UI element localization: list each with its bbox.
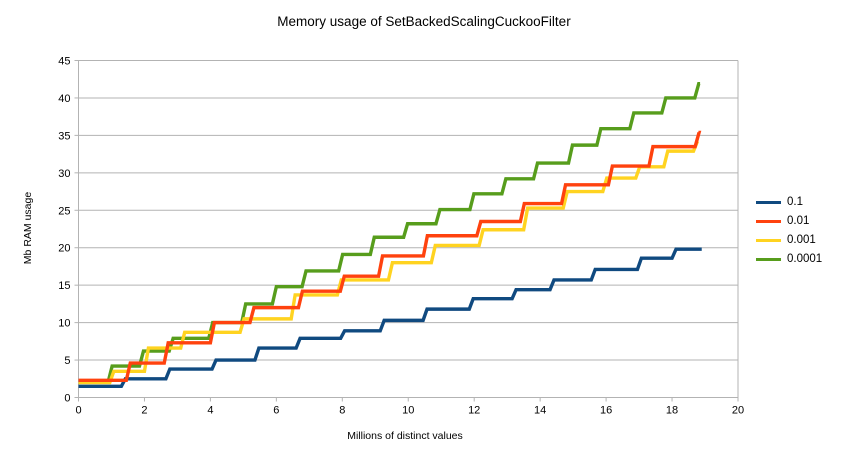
legend-item: 0.001 (756, 234, 822, 246)
series-line-0.001 (78, 139, 700, 385)
x-tick-label: 18 (666, 405, 678, 417)
legend-label: 0.001 (787, 234, 816, 246)
x-tick-label: 16 (600, 405, 612, 417)
y-tick-label: 45 (58, 56, 70, 68)
legend-swatch (756, 238, 781, 243)
x-tick-label: 20 (732, 405, 744, 417)
x-tick-label: 10 (402, 405, 414, 417)
legend: 0.1 0.01 0.001 0.0001 (756, 196, 823, 273)
y-tick-label: 20 (58, 243, 70, 255)
series-line-0.1 (78, 247, 702, 388)
y-tick-label: 5 (64, 355, 70, 367)
y-tick-label: 25 (58, 205, 70, 217)
x-tick-label: 6 (273, 405, 279, 417)
legend-item: 0.01 (756, 215, 822, 227)
x-tick-label: 4 (207, 405, 213, 417)
y-tick-label: 10 (58, 318, 70, 330)
legend-swatch (756, 200, 781, 205)
legend-item: 0.1 (756, 196, 822, 208)
legend-item: 0.0001 (756, 253, 823, 265)
legend-label: 0.1 (787, 196, 803, 208)
legend-label: 0.0001 (787, 253, 823, 265)
y-tick-label: 30 (58, 168, 70, 180)
chart-title: Memory usage of SetBackedScalingCuckooFi… (277, 14, 571, 29)
x-tick-label: 0 (75, 405, 81, 417)
y-tick-label: 15 (58, 280, 70, 292)
x-tick-label: 14 (534, 405, 546, 417)
legend-label: 0.01 (787, 215, 810, 227)
y-tick-label: 0 (64, 393, 70, 405)
x-tick-label: 8 (339, 405, 345, 417)
series-line-0.0001 (78, 82, 701, 384)
x-tick-label: 12 (468, 405, 480, 417)
y-axis-title: Mb RAM usage (22, 191, 34, 265)
y-tick-label: 40 (58, 93, 70, 105)
y-tick-label: 35 (58, 130, 70, 142)
legend-swatch (756, 219, 781, 224)
x-tick-label: 2 (141, 405, 147, 417)
series-line-0.01 (78, 130, 702, 382)
x-axis-title: Millions of distinct values (347, 430, 463, 442)
legend-swatch (756, 257, 781, 262)
